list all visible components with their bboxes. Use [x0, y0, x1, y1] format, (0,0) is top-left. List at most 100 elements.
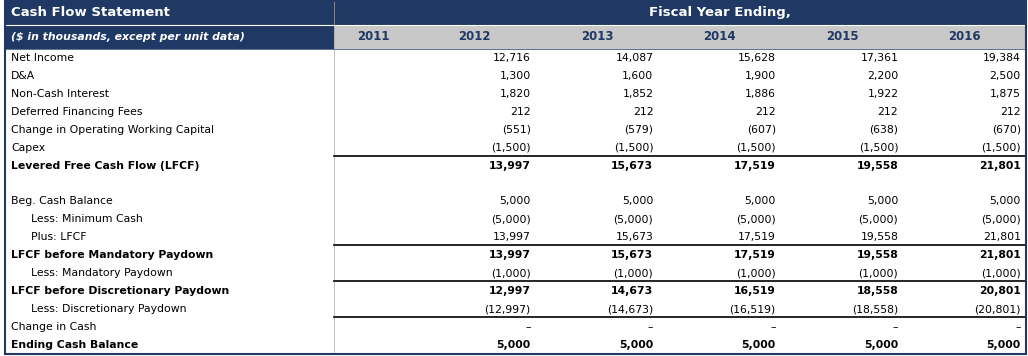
Text: 212: 212	[756, 107, 776, 117]
Text: 2013: 2013	[581, 30, 614, 43]
Text: 1,852: 1,852	[622, 89, 654, 99]
Text: 19,558: 19,558	[856, 161, 898, 171]
Text: 5,000: 5,000	[622, 197, 654, 206]
Text: (670): (670)	[992, 125, 1021, 135]
Text: 18,558: 18,558	[856, 286, 898, 296]
Text: 5,000: 5,000	[744, 197, 776, 206]
Bar	[5, 25, 334, 49]
Text: 17,519: 17,519	[734, 250, 776, 260]
Text: LFCF before Mandatory Paydown: LFCF before Mandatory Paydown	[11, 250, 214, 260]
Text: 19,558: 19,558	[856, 250, 898, 260]
Text: (1,500): (1,500)	[491, 143, 530, 153]
Text: 17,361: 17,361	[860, 53, 898, 63]
Text: 20,801: 20,801	[979, 286, 1021, 296]
Text: 212: 212	[510, 107, 530, 117]
Text: 15,628: 15,628	[738, 53, 776, 63]
Text: 5,000: 5,000	[865, 340, 898, 350]
Text: 19,558: 19,558	[860, 232, 898, 242]
Text: 5,000: 5,000	[987, 340, 1021, 350]
Text: (1,000): (1,000)	[736, 268, 776, 278]
Text: (1,000): (1,000)	[858, 268, 898, 278]
Text: 2015: 2015	[825, 30, 858, 43]
Text: Levered Free Cash Flow (LFCF): Levered Free Cash Flow (LFCF)	[11, 161, 199, 171]
Text: Beg. Cash Balance: Beg. Cash Balance	[11, 197, 113, 206]
Text: 21,801: 21,801	[983, 232, 1021, 242]
Text: 19,384: 19,384	[983, 53, 1021, 63]
Text: 13,997: 13,997	[489, 161, 530, 171]
Text: (1,000): (1,000)	[614, 268, 654, 278]
Text: 16,519: 16,519	[734, 286, 776, 296]
Text: LFCF before Discretionary Paydown: LFCF before Discretionary Paydown	[11, 286, 229, 296]
Text: (5,000): (5,000)	[736, 214, 776, 225]
Text: Ending Cash Balance: Ending Cash Balance	[11, 340, 139, 350]
Text: –: –	[648, 322, 654, 332]
Text: 1,875: 1,875	[990, 89, 1021, 99]
Text: 5,000: 5,000	[989, 197, 1021, 206]
Text: 1,600: 1,600	[622, 71, 654, 81]
Text: 13,997: 13,997	[489, 250, 530, 260]
Text: –: –	[1016, 322, 1021, 332]
Text: (1,000): (1,000)	[491, 268, 530, 278]
Text: Fiscal Year Ending,: Fiscal Year Ending,	[649, 6, 791, 19]
Text: 17,519: 17,519	[734, 161, 776, 171]
Text: 5,000: 5,000	[741, 340, 776, 350]
Text: (579): (579)	[624, 125, 654, 135]
Text: Change in Cash: Change in Cash	[11, 322, 97, 332]
Text: Less: Mandatory Paydown: Less: Mandatory Paydown	[24, 268, 173, 278]
Text: 2014: 2014	[703, 30, 736, 43]
Text: 212: 212	[1000, 107, 1021, 117]
Text: 1,900: 1,900	[744, 71, 776, 81]
Text: (5,000): (5,000)	[491, 214, 530, 225]
Text: (5,000): (5,000)	[614, 214, 654, 225]
Text: Change in Operating Working Capital: Change in Operating Working Capital	[11, 125, 214, 135]
Text: 5,000: 5,000	[867, 197, 898, 206]
Text: Capex: Capex	[11, 143, 45, 153]
Text: 12,716: 12,716	[493, 53, 530, 63]
Text: 5,000: 5,000	[619, 340, 654, 350]
Text: 21,801: 21,801	[979, 250, 1021, 260]
Text: 1,300: 1,300	[500, 71, 530, 81]
Text: 15,673: 15,673	[612, 250, 654, 260]
Text: 14,673: 14,673	[611, 286, 654, 296]
Text: (1,500): (1,500)	[614, 143, 654, 153]
Bar	[334, 25, 1026, 49]
Text: (5,000): (5,000)	[858, 214, 898, 225]
Text: (12,997): (12,997)	[484, 304, 530, 314]
Text: (16,519): (16,519)	[730, 304, 776, 314]
Text: (20,801): (20,801)	[975, 304, 1021, 314]
Text: 15,673: 15,673	[616, 232, 654, 242]
Text: 21,801: 21,801	[979, 161, 1021, 171]
Text: Less: Discretionary Paydown: Less: Discretionary Paydown	[24, 304, 186, 314]
Text: (18,558): (18,558)	[852, 304, 898, 314]
Text: 2,200: 2,200	[867, 71, 898, 81]
Text: (1,000): (1,000)	[981, 268, 1021, 278]
Text: (551): (551)	[502, 125, 530, 135]
Text: (14,673): (14,673)	[608, 304, 654, 314]
Text: 2,500: 2,500	[990, 71, 1021, 81]
Text: Deferred Financing Fees: Deferred Financing Fees	[11, 107, 143, 117]
Text: (607): (607)	[746, 125, 776, 135]
Text: Cash Flow Statement: Cash Flow Statement	[11, 6, 171, 19]
Text: –: –	[892, 322, 898, 332]
Text: Less: Minimum Cash: Less: Minimum Cash	[24, 214, 143, 225]
Text: D&A: D&A	[11, 71, 36, 81]
Text: (638): (638)	[870, 125, 898, 135]
Text: 15,673: 15,673	[612, 161, 654, 171]
Text: 12,997: 12,997	[489, 286, 530, 296]
Text: 2012: 2012	[458, 30, 491, 43]
Text: 13,997: 13,997	[493, 232, 530, 242]
Text: Non-Cash Interest: Non-Cash Interest	[11, 89, 109, 99]
Text: 14,087: 14,087	[616, 53, 654, 63]
Text: ($ in thousands, except per unit data): ($ in thousands, except per unit data)	[11, 32, 246, 42]
Text: (1,500): (1,500)	[858, 143, 898, 153]
Text: 1,922: 1,922	[868, 89, 898, 99]
Text: Plus: LFCF: Plus: LFCF	[24, 232, 86, 242]
Text: 5,000: 5,000	[500, 197, 530, 206]
Text: 2011: 2011	[358, 30, 390, 43]
Text: 17,519: 17,519	[738, 232, 776, 242]
Text: (1,500): (1,500)	[736, 143, 776, 153]
Text: 212: 212	[878, 107, 898, 117]
Text: 1,886: 1,886	[745, 89, 776, 99]
Text: –: –	[525, 322, 530, 332]
Bar	[5, 1, 1026, 25]
